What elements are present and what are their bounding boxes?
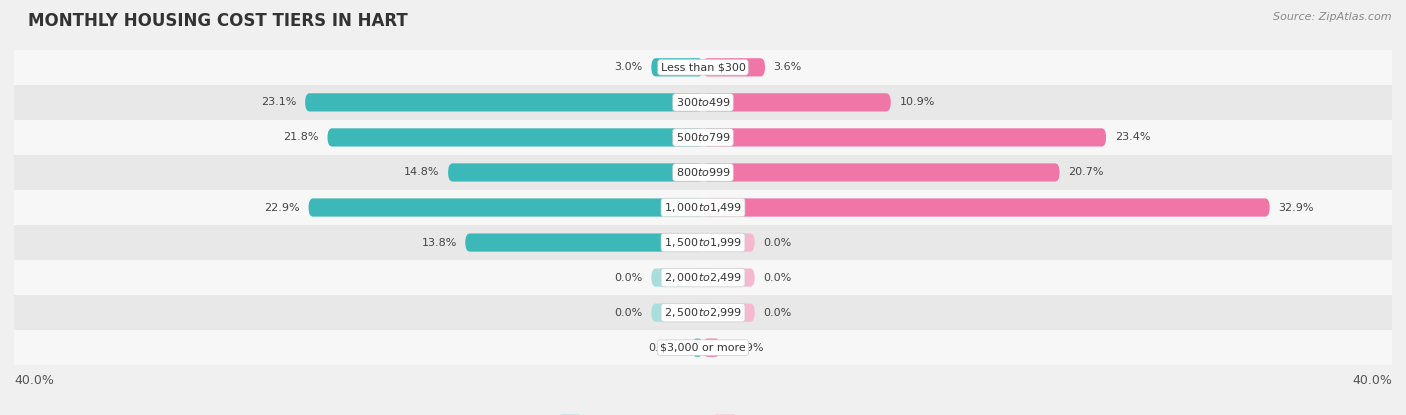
Text: 40.0%: 40.0% [1353, 374, 1392, 387]
Text: 0.99%: 0.99% [728, 343, 765, 353]
Text: 21.8%: 21.8% [284, 132, 319, 142]
FancyBboxPatch shape [703, 233, 755, 251]
Text: 14.8%: 14.8% [404, 168, 440, 178]
Text: Less than $300: Less than $300 [661, 62, 745, 72]
Text: 0.0%: 0.0% [614, 308, 643, 317]
FancyBboxPatch shape [703, 303, 755, 322]
Text: 0.0%: 0.0% [763, 308, 792, 317]
FancyBboxPatch shape [308, 198, 703, 217]
Bar [14, 260, 1392, 295]
Text: 20.7%: 20.7% [1069, 168, 1104, 178]
FancyBboxPatch shape [703, 269, 755, 287]
Text: 23.1%: 23.1% [262, 98, 297, 107]
Text: Source: ZipAtlas.com: Source: ZipAtlas.com [1274, 12, 1392, 22]
FancyBboxPatch shape [651, 58, 703, 76]
Bar [14, 85, 1392, 120]
FancyBboxPatch shape [703, 58, 765, 76]
Text: 0.0%: 0.0% [614, 273, 643, 283]
FancyBboxPatch shape [651, 269, 703, 287]
FancyBboxPatch shape [703, 339, 720, 357]
FancyBboxPatch shape [703, 128, 1107, 146]
FancyBboxPatch shape [651, 303, 703, 322]
Text: 10.9%: 10.9% [900, 98, 935, 107]
Text: 3.0%: 3.0% [614, 62, 643, 72]
Text: 0.64%: 0.64% [648, 343, 683, 353]
Text: $2,500 to $2,999: $2,500 to $2,999 [664, 306, 742, 319]
Text: $1,500 to $1,999: $1,500 to $1,999 [664, 236, 742, 249]
Bar [14, 50, 1392, 85]
Text: 23.4%: 23.4% [1115, 132, 1150, 142]
Text: $500 to $799: $500 to $799 [675, 132, 731, 144]
Text: 0.0%: 0.0% [763, 237, 792, 247]
Bar [14, 330, 1392, 365]
FancyBboxPatch shape [703, 93, 891, 112]
Bar [14, 120, 1392, 155]
Bar [14, 295, 1392, 330]
Bar [14, 190, 1392, 225]
Text: 0.0%: 0.0% [763, 273, 792, 283]
Text: 3.6%: 3.6% [773, 62, 801, 72]
Text: 32.9%: 32.9% [1278, 203, 1313, 212]
Bar [14, 155, 1392, 190]
Text: 22.9%: 22.9% [264, 203, 299, 212]
Text: $2,000 to $2,499: $2,000 to $2,499 [664, 271, 742, 284]
Text: MONTHLY HOUSING COST TIERS IN HART: MONTHLY HOUSING COST TIERS IN HART [28, 12, 408, 30]
FancyBboxPatch shape [692, 339, 703, 357]
FancyBboxPatch shape [465, 233, 703, 251]
FancyBboxPatch shape [449, 164, 703, 182]
FancyBboxPatch shape [703, 198, 1270, 217]
FancyBboxPatch shape [305, 93, 703, 112]
Text: $1,000 to $1,499: $1,000 to $1,499 [664, 201, 742, 214]
Text: $3,000 or more: $3,000 or more [661, 343, 745, 353]
Text: 40.0%: 40.0% [14, 374, 53, 387]
FancyBboxPatch shape [703, 164, 1060, 182]
Bar [14, 225, 1392, 260]
Text: $300 to $499: $300 to $499 [675, 96, 731, 108]
Text: $800 to $999: $800 to $999 [675, 166, 731, 178]
FancyBboxPatch shape [328, 128, 703, 146]
Text: 13.8%: 13.8% [422, 237, 457, 247]
